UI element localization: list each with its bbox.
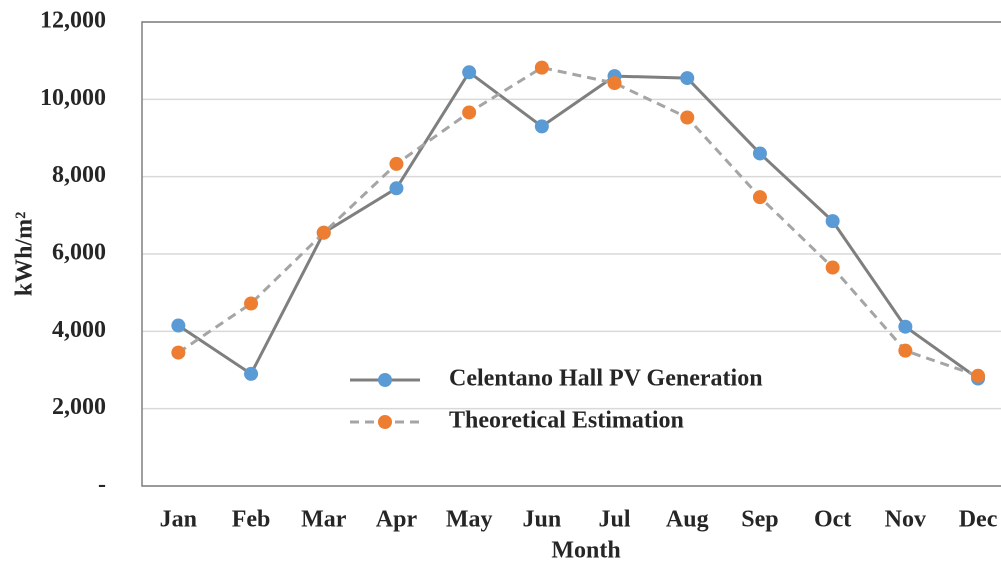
series-line [177,66,979,378]
data-point [244,296,259,311]
data-point [898,343,913,358]
data-point [752,146,767,161]
x-tick-label: Oct [814,507,851,533]
x-tick-label: Dec [959,507,998,533]
x-tick-label: Aug [666,507,709,533]
plot-border [141,21,1001,487]
data-point [316,225,331,240]
data-point [171,318,186,333]
data-point [825,260,840,275]
x-tick-label: Sep [741,507,778,533]
data-point [680,110,695,125]
legend-marker [378,373,392,387]
x-tick-label: May [446,507,493,533]
y-tick-label: 4,000 [52,317,106,343]
legend-label: Theoretical Estimation [449,408,684,434]
data-point [898,319,913,334]
data-point [534,119,549,134]
y-tick-label: 12,000 [40,8,106,34]
data-point [971,368,986,383]
data-point [462,65,477,80]
data-point [680,71,695,86]
y-tick-label: 10,000 [40,85,106,111]
data-point [752,190,767,205]
y-tick-label: - [98,472,106,498]
data-point [389,181,404,196]
y-axis-label: kWh/m² [12,212,38,297]
x-tick-label: Jun [522,507,561,533]
series-line [177,70,979,380]
y-tick-label: 8,000 [52,162,106,188]
x-axis-label: Month [551,538,620,564]
data-point [825,214,840,229]
x-tick-label: Apr [376,507,418,533]
data-point [171,345,186,360]
data-point [244,366,259,381]
legend-marker [378,415,392,429]
legend-label: Celentano Hall PV Generation [449,366,763,392]
x-tick-label: Jul [599,507,631,533]
x-tick-label: Jan [160,507,197,533]
data-point [462,105,477,120]
x-tick-label: Nov [885,507,926,533]
x-tick-label: Mar [301,507,347,533]
y-tick-label: 6,000 [52,240,106,266]
data-point [389,156,404,171]
data-point [607,76,622,91]
y-tick-label: 2,000 [52,394,106,420]
data-point [534,60,549,75]
x-tick-label: Feb [232,507,271,533]
